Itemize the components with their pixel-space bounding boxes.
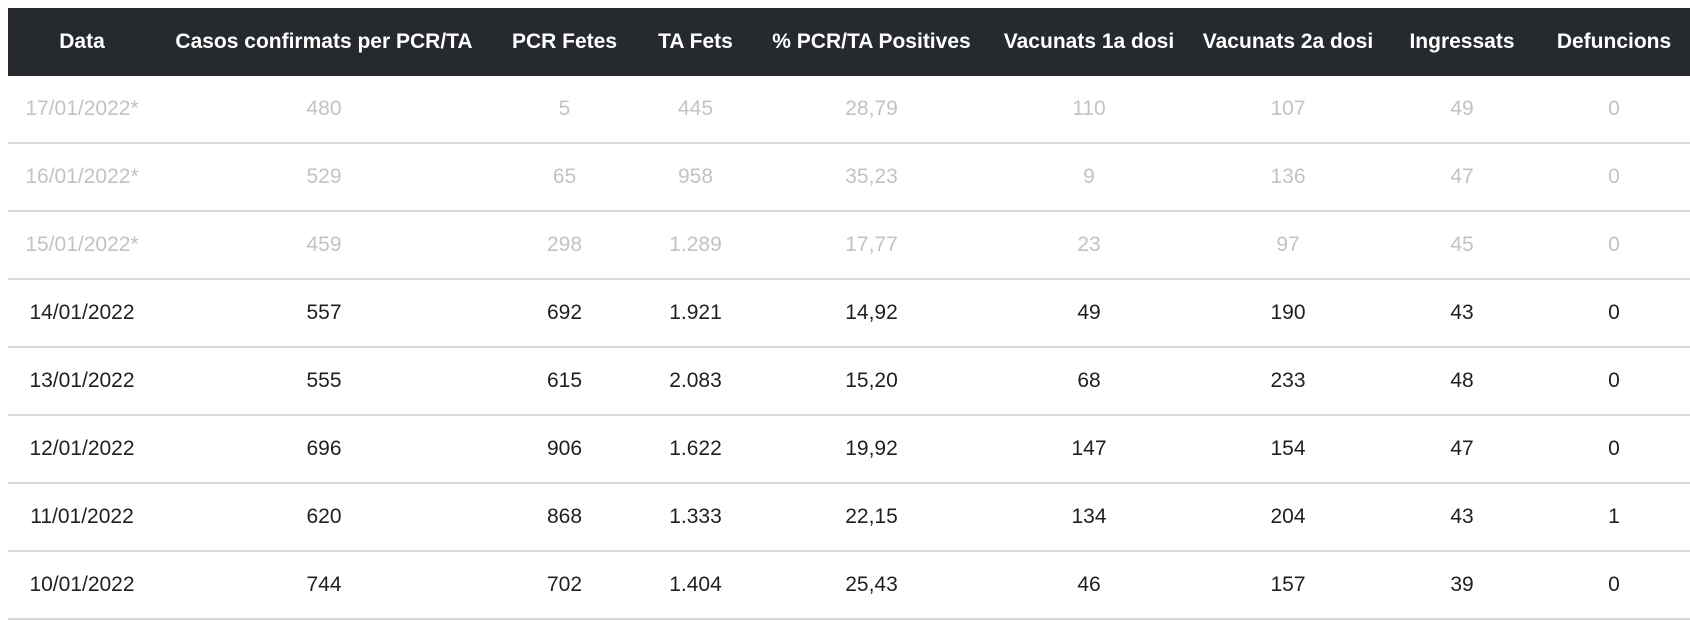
cell-ta-done: 1.333 [637,483,754,552]
cell-hospitalized: 43 [1387,279,1537,348]
cell-date: 16/01/2022* [8,143,156,212]
column-header-hospitalized[interactable]: Ingressats [1409,30,1515,53]
cell-ta-done: 1.289 [637,211,754,280]
cell-confirmed-cases: 557 [156,279,492,348]
table-row: 14/01/2022 557 692 1.921 14,92 49 190 43 0 [8,279,1690,348]
cell-deaths: 1 [1537,483,1690,552]
column-header-vaccinated-1st-dose[interactable]: Vacunats 1a dosi [1003,30,1175,53]
cell-date: 13/01/2022 [8,347,156,416]
table-row: 17/01/2022* 480 5 445 28,79 110 107 49 0 [8,76,1690,144]
cell-deaths: 0 [1537,551,1690,620]
cell-deaths: 0 [1537,415,1690,484]
cell-positive-rate: 19,92 [754,415,989,484]
cell-hospitalized: 47 [1387,143,1537,212]
cell-vaccinated-2nd-dose: 190 [1189,279,1387,348]
cell-date: 12/01/2022 [8,415,156,484]
cell-ta-done: 1.404 [637,551,754,620]
header-row: Data Casos confirmats per PCR/TA PCR Fet… [8,8,1690,76]
cell-confirmed-cases: 480 [156,76,492,144]
cell-pcr-done: 702 [492,551,637,620]
cell-positive-rate: 15,20 [754,347,989,416]
cell-positive-rate: 28,79 [754,76,989,144]
cell-vaccinated-1st-dose: 134 [989,483,1189,552]
column-header-deaths[interactable]: Defuncions [1556,30,1672,53]
cell-vaccinated-2nd-dose: 157 [1189,551,1387,620]
cell-confirmed-cases: 555 [156,347,492,416]
cell-vaccinated-1st-dose: 68 [989,347,1189,416]
cell-pcr-done: 868 [492,483,637,552]
column-header-date[interactable]: Data [59,30,105,53]
column-header-positive-rate[interactable]: % PCR/TA Positives [772,30,971,53]
column-header-confirmed-cases[interactable]: Casos confirmats per PCR/TA [175,30,473,53]
cell-positive-rate: 17,77 [754,211,989,280]
cell-date: 14/01/2022 [8,279,156,348]
cell-confirmed-cases: 696 [156,415,492,484]
cell-pcr-done: 65 [492,143,637,212]
table-row: 16/01/2022* 529 65 958 35,23 9 136 47 0 [8,143,1690,212]
cell-positive-rate: 14,92 [754,279,989,348]
column-header-pcr-done[interactable]: PCR Fetes [511,30,618,53]
cell-confirmed-cases: 744 [156,551,492,620]
cell-vaccinated-1st-dose: 46 [989,551,1189,620]
covid-data-table: Data Casos confirmats per PCR/TA PCR Fet… [8,8,1690,620]
cell-pcr-done: 692 [492,279,637,348]
cell-deaths: 0 [1537,211,1690,280]
cell-confirmed-cases: 620 [156,483,492,552]
cell-hospitalized: 48 [1387,347,1537,416]
cell-confirmed-cases: 529 [156,143,492,212]
cell-vaccinated-1st-dose: 49 [989,279,1189,348]
cell-date: 11/01/2022 [8,483,156,552]
cell-vaccinated-2nd-dose: 204 [1189,483,1387,552]
cell-vaccinated-2nd-dose: 136 [1189,143,1387,212]
cell-pcr-done: 906 [492,415,637,484]
cell-hospitalized: 39 [1387,551,1537,620]
cell-positive-rate: 35,23 [754,143,989,212]
cell-vaccinated-2nd-dose: 107 [1189,76,1387,144]
cell-deaths: 0 [1537,143,1690,212]
cell-hospitalized: 43 [1387,483,1537,552]
cell-date: 17/01/2022* [8,76,156,144]
cell-vaccinated-1st-dose: 147 [989,415,1189,484]
cell-vaccinated-2nd-dose: 97 [1189,211,1387,280]
cell-pcr-done: 615 [492,347,637,416]
cell-hospitalized: 49 [1387,76,1537,144]
column-header-vaccinated-2nd-dose[interactable]: Vacunats 2a dosi [1202,30,1374,53]
table-row: 11/01/2022 620 868 1.333 22,15 134 204 43 1 [8,483,1690,552]
cell-deaths: 0 [1537,347,1690,416]
cell-deaths: 0 [1537,279,1690,348]
cell-vaccinated-1st-dose: 110 [989,76,1189,144]
cell-ta-done: 958 [637,143,754,212]
cell-pcr-done: 298 [492,211,637,280]
cell-hospitalized: 47 [1387,415,1537,484]
cell-vaccinated-2nd-dose: 233 [1189,347,1387,416]
cell-positive-rate: 22,15 [754,483,989,552]
cell-vaccinated-1st-dose: 9 [989,143,1189,212]
cell-ta-done: 2.083 [637,347,754,416]
column-header-ta-done[interactable]: TA Fets [658,30,733,53]
cell-date: 15/01/2022* [8,211,156,280]
cell-pcr-done: 5 [492,76,637,144]
cell-vaccinated-2nd-dose: 154 [1189,415,1387,484]
cell-date: 10/01/2022 [8,551,156,620]
data-table-container: Data Casos confirmats per PCR/TA PCR Fet… [8,8,1690,620]
cell-ta-done: 445 [637,76,754,144]
table-header: Data Casos confirmats per PCR/TA PCR Fet… [8,8,1690,76]
table-row: 12/01/2022 696 906 1.622 19,92 147 154 47 0 [8,415,1690,484]
table-row: 13/01/2022 555 615 2.083 15,20 68 233 48 0 [8,347,1690,416]
cell-hospitalized: 45 [1387,211,1537,280]
cell-positive-rate: 25,43 [754,551,989,620]
cell-deaths: 0 [1537,76,1690,144]
table-row: 15/01/2022* 459 298 1.289 17,77 23 97 45 0 [8,211,1690,280]
table-body: 17/01/2022* 480 5 445 28,79 110 107 49 0 16/01/20… [8,76,1690,620]
cell-vaccinated-1st-dose: 23 [989,211,1189,280]
cell-confirmed-cases: 459 [156,211,492,280]
table-row: 10/01/2022 744 702 1.404 25,43 46 157 39 0 [8,551,1690,620]
cell-ta-done: 1.622 [637,415,754,484]
cell-ta-done: 1.921 [637,279,754,348]
